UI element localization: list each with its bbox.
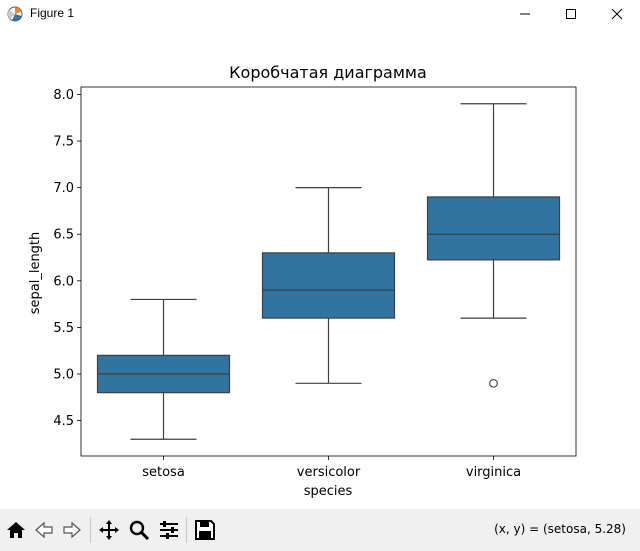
y-tick-label: 8.0 (53, 88, 74, 103)
y-tick-label: 7.5 (53, 135, 74, 150)
y-tick-label: 5.5 (53, 321, 74, 336)
pan-icon (99, 520, 119, 540)
chart-marks: 4.5 5.0 5.5 6.0 6.5 7.0 7.5 8.0 setosa versicolor… (53, 88, 561, 480)
y-tick-label: 7.0 (53, 181, 74, 196)
maximize-button[interactable] (548, 0, 594, 28)
pan-button[interactable] (96, 517, 122, 543)
home-button[interactable] (3, 517, 29, 543)
box-versicolor (261, 252, 396, 319)
forward-button[interactable] (59, 517, 85, 543)
back-icon (35, 521, 53, 539)
outlier-point (489, 378, 498, 388)
configure-subplots-icon (160, 521, 178, 539)
navigation-toolbar: (x, y) = (setosa, 5.28) (0, 509, 640, 551)
save-icon (195, 520, 215, 540)
close-button[interactable] (594, 0, 640, 28)
x-axis-label: species (304, 484, 353, 499)
chart-title: Коробчатая диаграмма (229, 63, 427, 82)
figure-canvas[interactable]: Коробчатая диаграмма 4.5 5.0 5.5 6.0 6.5 7.0 7… (0, 28, 640, 509)
matplotlib-figure-icon (7, 6, 23, 22)
toolbar-separator (90, 517, 91, 543)
close-icon (611, 8, 623, 20)
minimize-button[interactable] (502, 0, 548, 28)
x-tick-label: versicolor (297, 465, 361, 480)
x-tick-label: virginica (466, 465, 521, 480)
y-tick-label: 6.5 (53, 228, 74, 243)
back-button[interactable] (31, 517, 57, 543)
zoom-button[interactable] (126, 517, 152, 543)
zoom-icon (129, 520, 150, 541)
window-title: Figure 1 (30, 6, 75, 20)
y-tick-label: 6.0 (53, 274, 74, 289)
home-icon (7, 522, 25, 538)
box-plot-chart: Коробчатая диаграмма 4.5 5.0 5.5 6.0 6.5 7.0 7… (28, 63, 577, 499)
configure-subplots-button[interactable] (156, 517, 182, 543)
toolbar-separator (186, 517, 187, 543)
minimize-icon (520, 13, 530, 15)
box-virginica (426, 196, 561, 261)
forward-icon (63, 521, 81, 539)
y-tick-label: 5.0 (53, 368, 74, 383)
y-axis-label: sepal_length (28, 232, 43, 315)
window-titlebar: Figure 1 (0, 0, 640, 28)
save-button[interactable] (192, 517, 218, 543)
y-tick-label: 4.5 (53, 414, 74, 429)
maximize-icon (566, 9, 576, 19)
cursor-coordinates: (x, y) = (setosa, 5.28) (494, 522, 626, 536)
x-tick-label: setosa (142, 465, 185, 480)
